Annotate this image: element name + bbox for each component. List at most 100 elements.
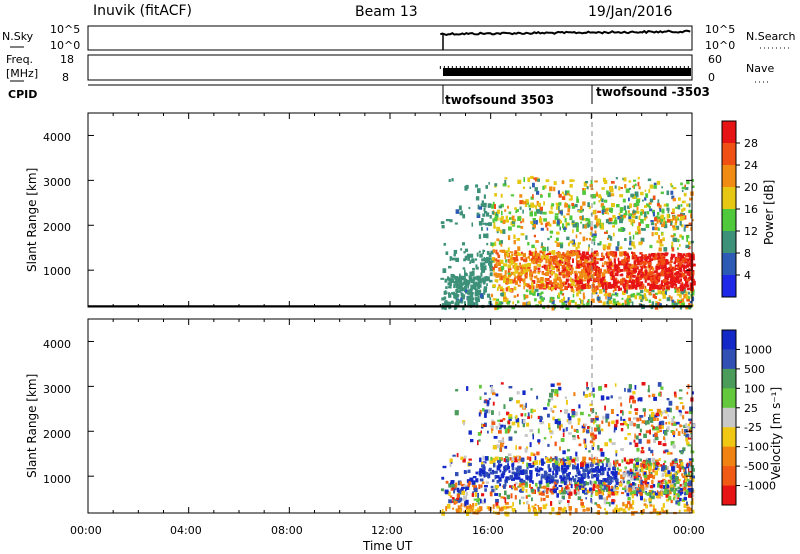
range-cell: [645, 459, 649, 464]
range-cell: [644, 211, 647, 217]
range-cell: [595, 417, 599, 421]
range-cell: [535, 261, 538, 265]
range-cell: [607, 477, 610, 480]
range-cell: [613, 219, 618, 225]
range-cell: [671, 299, 675, 303]
range-cell: [663, 471, 666, 474]
range-cell: [583, 275, 587, 280]
range-cell: [460, 297, 463, 302]
range-cell: [517, 275, 520, 280]
range-cell: [475, 282, 480, 286]
range-cell: [577, 210, 581, 213]
noise-panel: N.Sky 10^5 10^0 10^5 10^0 N.Search: [2, 23, 796, 52]
range-cell: [562, 490, 566, 495]
range-cell: [623, 259, 627, 263]
range-cell: [618, 186, 621, 191]
range-cell: [670, 183, 673, 186]
range-cell: [669, 265, 673, 270]
range-cell: [678, 295, 682, 298]
range-cell: [467, 289, 471, 295]
range-cell: [681, 235, 684, 240]
range-cell: [527, 416, 530, 419]
range-cell: [547, 282, 552, 285]
range-cell: [582, 188, 584, 191]
range-cell: [587, 246, 590, 252]
range-cell: [593, 427, 598, 432]
range-cell: [512, 279, 515, 284]
range-cell: [652, 285, 655, 290]
range-cell: [506, 476, 510, 481]
range-cell: [628, 470, 631, 474]
range-cell: [507, 264, 512, 269]
range-cell: [677, 486, 681, 490]
range-cell: [504, 502, 509, 505]
range-cell: [504, 251, 507, 257]
range-cell: [515, 417, 519, 423]
range-cell: [688, 458, 692, 461]
range-cell: [500, 203, 504, 208]
range-cell: [689, 409, 693, 415]
range-cell: [607, 467, 611, 471]
range-cell: [609, 440, 612, 443]
range-cell: [640, 463, 644, 468]
range-cell: [641, 420, 646, 424]
range-cell: [683, 294, 687, 299]
range-cell: [686, 278, 690, 282]
range-cell: [656, 240, 659, 244]
range-cell: [507, 267, 510, 273]
range-cell: [596, 270, 600, 273]
range-cell: [496, 505, 500, 509]
range-cell: [615, 460, 619, 464]
range-cell: [597, 445, 600, 450]
range-cell: [600, 451, 605, 457]
range-cell: [525, 263, 528, 268]
range-cell: [514, 274, 516, 278]
range-cell: [565, 223, 568, 228]
range-cell: [546, 227, 549, 231]
range-cell: [460, 292, 464, 297]
range-cell: [521, 482, 526, 486]
range-cell: [547, 237, 550, 241]
range-cell: [556, 467, 561, 472]
range-cell: [505, 259, 508, 263]
range-cell: [625, 485, 628, 489]
range-cell: [587, 280, 590, 285]
range-cell: [677, 252, 680, 256]
range-cell: [524, 275, 528, 279]
velocity-panel: 1000 2000 3000 4000 Slant Range [km] 100…: [25, 318, 783, 517]
range-cell: [576, 198, 580, 203]
range-cell: [476, 214, 481, 218]
range-cell: [603, 257, 605, 260]
range-cell: [512, 224, 516, 227]
range-cell: [449, 458, 453, 463]
range-cell: [666, 489, 670, 495]
range-cell: [546, 487, 550, 491]
range-cell: [486, 233, 489, 239]
range-cell: [567, 268, 570, 272]
range-cell: [484, 422, 487, 427]
range-cell: [579, 215, 583, 220]
noise-left-tick-top: 10^5: [50, 23, 80, 36]
range-cell: [587, 300, 589, 304]
range-cell: [674, 394, 677, 398]
range-cell: [530, 175, 534, 179]
range-cell: [673, 497, 675, 501]
range-cell: [502, 299, 506, 302]
range-cell: [689, 475, 693, 480]
range-cell: [563, 296, 566, 301]
range-cell: [633, 422, 636, 427]
range-cell: [568, 460, 571, 465]
range-cell: [635, 256, 640, 260]
range-cell: [642, 263, 645, 268]
range-cell: [627, 266, 631, 270]
range-cell: [589, 468, 594, 473]
range-cell: [648, 458, 651, 462]
range-cell: [474, 502, 478, 507]
range-cell: [633, 260, 636, 265]
range-cell: [620, 428, 624, 432]
range-cell: [540, 283, 545, 287]
range-cell: [502, 229, 506, 234]
range-cell: [477, 432, 482, 436]
range-cell: [549, 186, 553, 192]
range-cell: [676, 258, 680, 263]
